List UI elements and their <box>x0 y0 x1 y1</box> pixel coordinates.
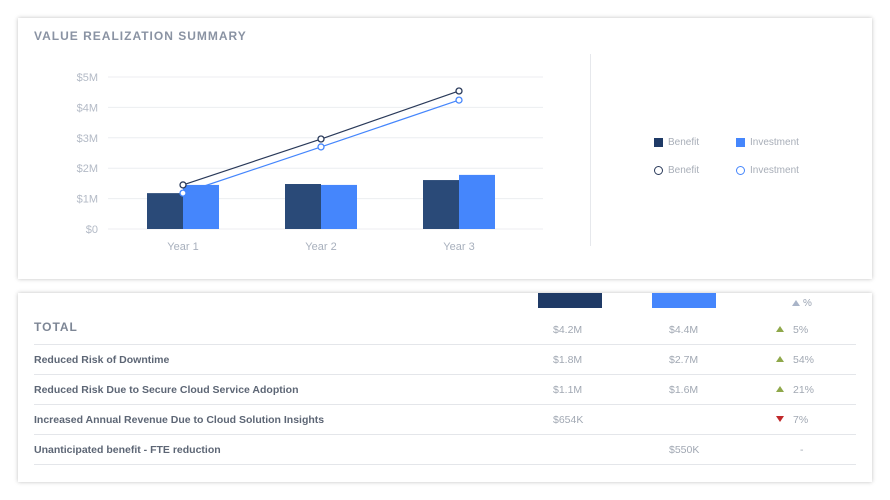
legend-line-benefit[interactable]: Benefit <box>654 165 736 176</box>
row-label: TOTAL <box>34 320 78 334</box>
bar-benefit <box>285 184 321 229</box>
value-chart: $0 $1M $2M $3M $4M $5M Year 1 Year 2 Year 3 <box>77 72 543 253</box>
triangle-up-icon <box>776 326 784 332</box>
divider <box>590 54 591 246</box>
y-tick-label: $3M <box>77 133 98 145</box>
investment-value: $1.6M <box>669 384 699 396</box>
benefit-value: $1.8M <box>553 354 583 366</box>
investment-value: $4.4M <box>669 324 699 336</box>
circle-icon <box>736 165 745 175</box>
benefit-value: $1.1M <box>553 384 583 396</box>
change-value: 54% <box>793 354 815 366</box>
legend-label: Investment <box>750 136 799 148</box>
legend-label: Benefit <box>668 136 700 148</box>
table-row: Unanticipated benefit - FTE reduction $5… <box>34 434 856 465</box>
x-tick-label: Year 1 <box>167 241 198 253</box>
x-tick-label: Year 3 <box>443 241 474 253</box>
circle-icon <box>654 165 663 175</box>
y-tick-label: $1M <box>77 194 98 206</box>
change-value: 7% <box>793 414 809 426</box>
triangle-down-icon <box>776 416 784 422</box>
summary-table-card: % TOTAL $4.2M $4.4M 5% Reduced Risk of Do… <box>18 293 872 482</box>
y-tick-label: $4M <box>77 102 98 114</box>
legend-label: Investment <box>750 164 799 176</box>
benefit-column-header <box>538 293 602 308</box>
bar-investment <box>183 184 219 229</box>
value-realization-card: VALUE REALIZATION SUMMARY $0 $1M $2M $3M $4M… <box>18 18 872 279</box>
benefit-value: $654K <box>553 414 584 426</box>
row-label: Reduced Risk Due to Secure Cloud Service… <box>34 384 299 396</box>
card-title: VALUE REALIZATION SUMMARY <box>34 29 247 43</box>
change-column-header: % <box>792 298 812 309</box>
row-label: Reduced Risk of Downtime <box>34 354 170 366</box>
bar-investment <box>321 184 357 229</box>
y-tick-label: $0 <box>86 224 98 236</box>
total-row: TOTAL $4.2M $4.4M 5% <box>34 314 856 345</box>
legend-line-investment[interactable]: Investment <box>736 165 818 176</box>
header-pct: % <box>803 298 812 309</box>
table-row: Increased Annual Revenue Due to Cloud So… <box>34 404 856 435</box>
bar-benefit <box>423 180 459 229</box>
bar-benefit <box>147 193 183 229</box>
benefit-value: $4.2M <box>553 324 583 336</box>
square-icon <box>736 137 745 147</box>
row-label: Unanticipated benefit - FTE reduction <box>34 444 221 456</box>
point-benefit <box>455 87 463 95</box>
y-tick-label: $5M <box>77 72 98 84</box>
point-investment <box>179 189 187 197</box>
bar-investment <box>459 174 495 229</box>
row-label: Increased Annual Revenue Due to Cloud So… <box>34 414 325 426</box>
point-investment <box>317 143 325 151</box>
y-tick-label: $2M <box>77 163 98 175</box>
square-icon <box>654 137 663 147</box>
x-tick-label: Year 2 <box>305 241 336 253</box>
investment-column-header <box>652 293 716 308</box>
triangle-up-icon <box>792 300 800 306</box>
legend-bar-benefit[interactable]: Benefit <box>654 137 736 148</box>
table-row: Reduced Risk of Downtime $1.8M $2.7M 54% <box>34 344 856 375</box>
chart-legend: Benefit Investment Benefit Investment <box>654 128 818 184</box>
change-value: 21% <box>793 384 815 396</box>
point-investment <box>455 96 463 104</box>
investment-value: $550K <box>669 444 700 456</box>
investment-value: $2.7M <box>669 354 699 366</box>
change-value: - <box>800 444 804 456</box>
legend-label: Benefit <box>668 164 700 176</box>
change-value: 5% <box>793 324 809 336</box>
triangle-up-icon <box>776 386 784 392</box>
point-benefit <box>179 181 187 189</box>
point-benefit <box>317 135 325 143</box>
triangle-up-icon <box>776 356 784 362</box>
table-row: Reduced Risk Due to Secure Cloud Service… <box>34 374 856 405</box>
legend-bar-investment[interactable]: Investment <box>736 137 818 148</box>
